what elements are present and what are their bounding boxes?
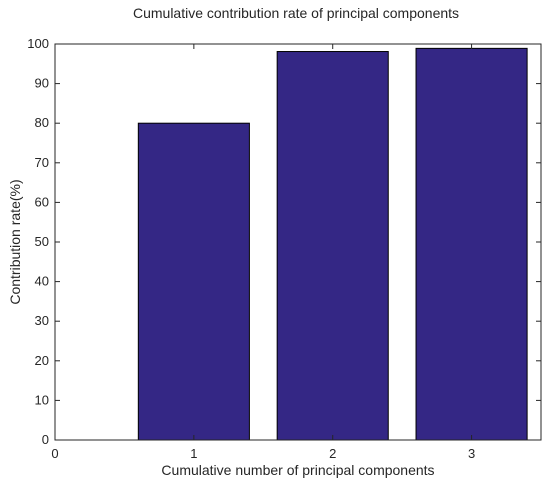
x-axis-label: Cumulative number of principal component… (161, 462, 434, 478)
x-tick-label-1: 1 (190, 446, 197, 461)
bar-3 (415, 47, 528, 441)
x-tick-label-0: 0 (51, 446, 58, 461)
y-tick-label-10: 10 (35, 392, 49, 407)
axis-ticks: 0 10 20 30 40 50 60 70 80 90 100 0 1 2 3 (27, 36, 541, 461)
y-tick-label-60: 60 (35, 194, 49, 209)
y-axis-label: Contribution rate(%) (7, 179, 23, 304)
y-tick-label-70: 70 (35, 155, 49, 170)
y-tick-label-40: 40 (35, 274, 49, 289)
bar-2 (276, 51, 389, 441)
y-tick-label-90: 90 (35, 76, 49, 91)
x-tick-label-2: 2 (329, 446, 336, 461)
bar-1 (137, 122, 250, 441)
y-tick-label-20: 20 (35, 353, 49, 368)
y-tick-label-100: 100 (27, 36, 49, 51)
y-tick-label-50: 50 (35, 234, 49, 249)
x-tick-label-3: 3 (468, 446, 475, 461)
y-tick-label-30: 30 (35, 313, 49, 328)
y-tick-label-80: 80 (35, 115, 49, 130)
chart-title: Cumulative contribution rate of principa… (133, 5, 459, 21)
y-tick-label-0: 0 (42, 432, 49, 447)
bars-layer (137, 47, 528, 441)
